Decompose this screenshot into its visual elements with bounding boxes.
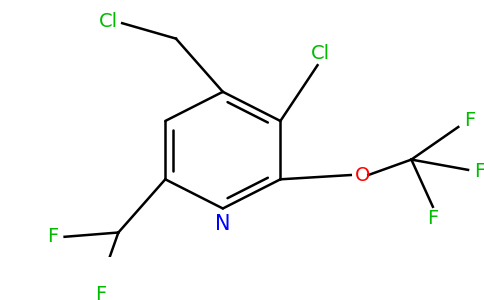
Text: F: F [474,162,484,181]
Text: F: F [427,209,439,228]
Text: F: F [47,227,59,246]
Text: Cl: Cl [311,44,330,63]
Text: O: O [355,166,370,184]
Text: N: N [215,214,230,234]
Text: Cl: Cl [99,12,118,31]
Text: F: F [95,285,106,300]
Text: F: F [464,111,476,130]
